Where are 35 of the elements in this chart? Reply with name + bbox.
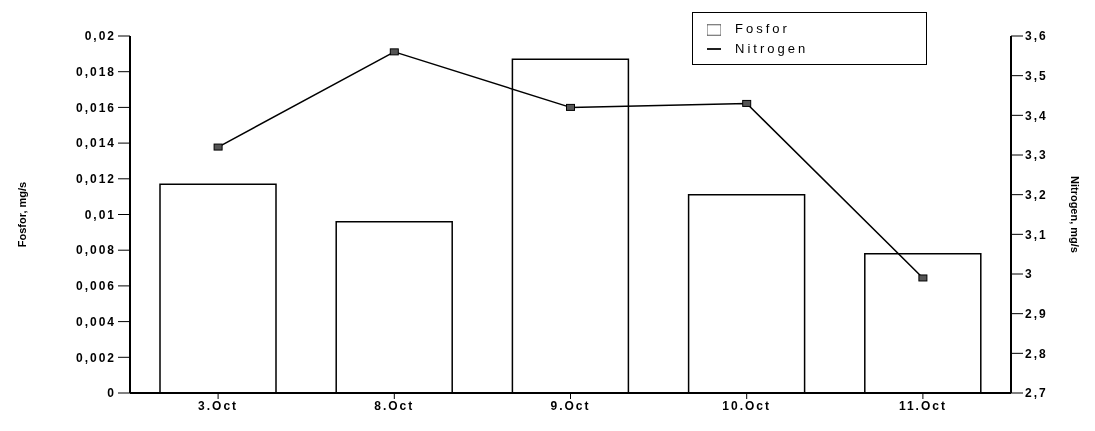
y-tick-label: 0,018 [75, 64, 116, 79]
y2-tick-label: 3,3 [1025, 148, 1048, 163]
y2-tick-label: 2,8 [1025, 346, 1048, 361]
y2-tick-label: 3,6 [1025, 29, 1048, 44]
point [566, 103, 575, 111]
y2-tick-label: 3 [1025, 267, 1034, 282]
y-tick-label: 0,006 [75, 279, 116, 294]
y-tick-label: 0 [107, 386, 116, 401]
y2-tick-label: 2,7 [1025, 386, 1048, 401]
y-tick-label: 0,012 [75, 172, 116, 187]
y-tick-label: 0,016 [75, 100, 116, 115]
y-tick-label: 0,002 [75, 350, 116, 365]
x-tick-label: 11.Oct [898, 398, 947, 413]
legend-label: Nitrogen [735, 40, 809, 56]
y-tick-label: 0,01 [84, 207, 116, 222]
point [389, 48, 399, 56]
x-tick-label: 3.Oct [198, 398, 239, 413]
legend-label: Fosfor [735, 21, 790, 36]
y-axis-title: Fosfor, mg/s [15, 181, 28, 248]
y2-tick-label: 3,2 [1025, 187, 1048, 202]
point [742, 99, 752, 107]
y-tick-label: 0,02 [84, 29, 116, 44]
y-tick-label: 0,008 [75, 243, 116, 258]
y2-tick-label: 3,5 [1025, 68, 1048, 83]
y-tick-label: 0,004 [75, 314, 116, 329]
x-tick-label: 9.Oct [550, 398, 591, 413]
y2-tick-label: 3,4 [1025, 108, 1048, 123]
y2-tick-label: 2,9 [1025, 306, 1048, 321]
y2-axis-title: Nitrogen, mg/s [1069, 175, 1082, 254]
y-tick-label: 0,014 [75, 136, 116, 151]
x-tick-label: 8.Oct [374, 398, 415, 413]
point [213, 143, 223, 151]
point [918, 274, 928, 282]
y2-tick-label: 3,1 [1025, 227, 1048, 242]
x-tick-label: 10.Oct [722, 398, 772, 413]
